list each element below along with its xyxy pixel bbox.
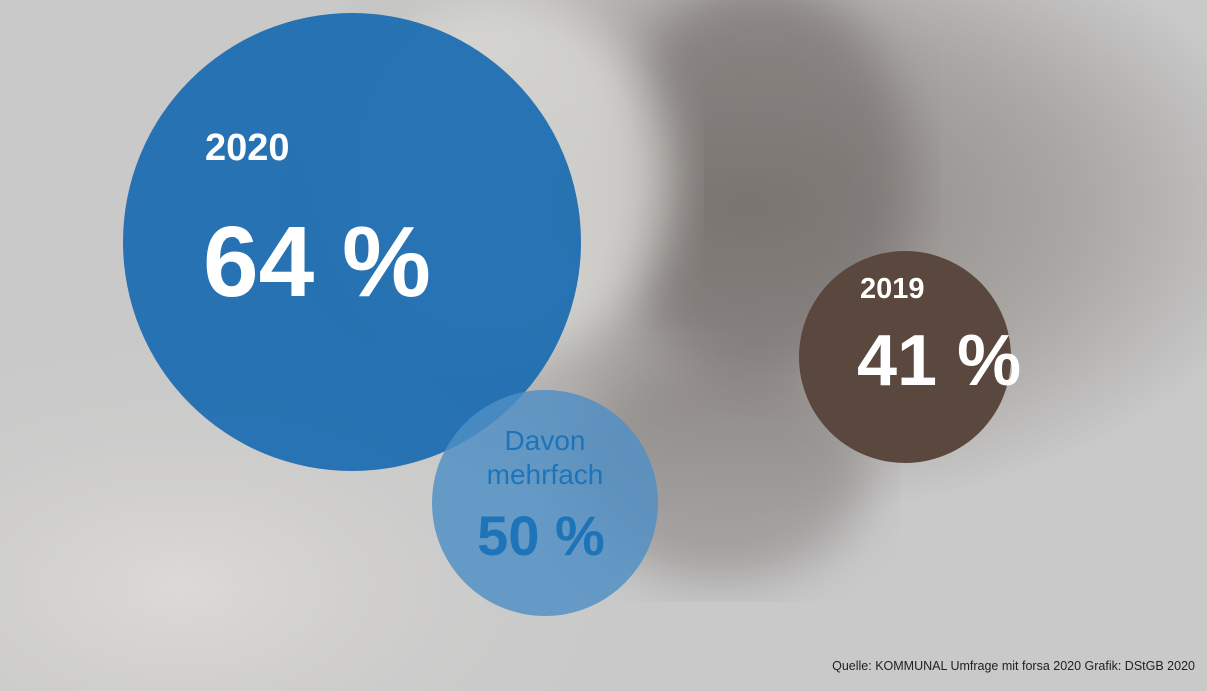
bubble-year: 2020: [205, 127, 290, 169]
bubble-label: Davon: [505, 425, 586, 456]
bubble-repeated: [432, 390, 658, 616]
bubble-2019: [799, 251, 1011, 463]
bubble-value: 50 %: [477, 504, 605, 567]
bubble-2020: [123, 13, 581, 471]
bubble-value: 64 %: [203, 206, 431, 318]
bubble-year: 2019: [860, 273, 925, 305]
source-note: Quelle: KOMMUNAL Umfrage mit forsa 2020 …: [832, 659, 1195, 673]
bubble-value: 41 %: [857, 321, 1021, 401]
bubble-label: mehrfach: [487, 459, 604, 490]
